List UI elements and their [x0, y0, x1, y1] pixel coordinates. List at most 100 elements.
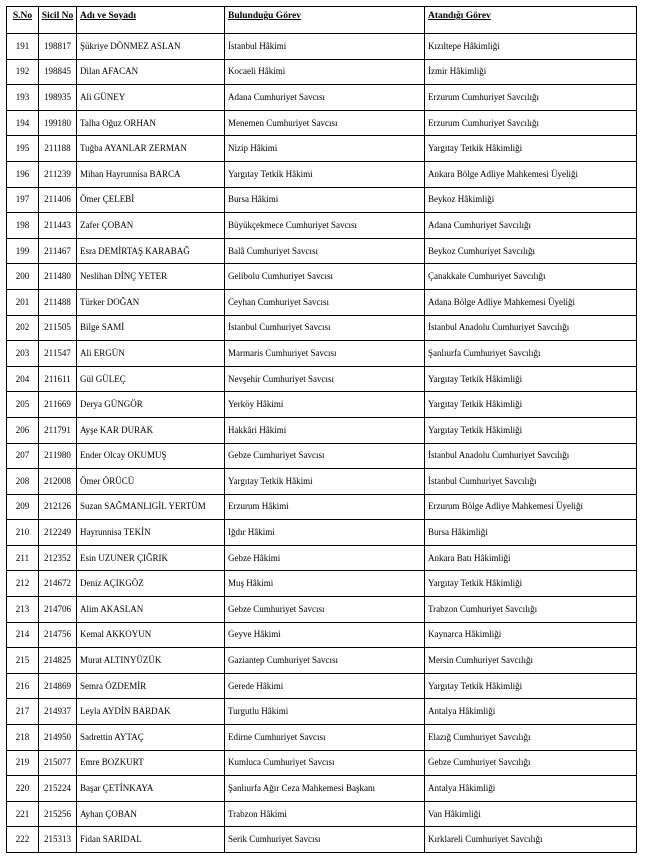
table-row: 192 198845 Dilan AFACAN Kocaeli Hâkimi İzmir… [6, 58, 637, 86]
header-row: S.No Sicil No Adı ve Soyadı Bulunduğu Görev… [6, 6, 637, 34]
current-post: Erzurum Hâkimi [224, 493, 425, 521]
table-row: 208 212008 Ömer ÖRÜCÜ Yargıtay Tetkik Hâkim… [6, 468, 637, 495]
current-post: İstanbul Hâkimi [224, 33, 425, 60]
full-name: Bilge SAMİ [76, 314, 225, 342]
serial-number: 222 [6, 826, 39, 853]
table-row: 202 211505 Bilge SAMİ İstanbul Cumhuriyet S… [6, 314, 637, 342]
full-name: Ömer ÖRÜCÜ [76, 468, 225, 495]
registry-number: 211980 [38, 442, 77, 470]
full-name: Suzan SAĞMANLIGİL YERTÜM [76, 493, 225, 521]
table-row: 216 214869 Semra ÖZDEMİR Gerede Hâkimi Yargı… [6, 672, 637, 700]
registry-number: 215313 [38, 826, 77, 853]
assigned-post: Ankara Bölge Adliye Mahkemesi Üyeliği [424, 160, 637, 188]
full-name: Ayşe KAR DURAK [76, 416, 225, 444]
header-cell: Sicil No [38, 6, 77, 34]
registry-number: 198817 [38, 33, 77, 60]
current-post: Kocaeli Hâkimi [224, 58, 425, 86]
table-row: 209 212126 Suzan SAĞMANLIGİL YERTÜM Erzurum… [6, 493, 637, 521]
current-post: Geyve Hâkimi [224, 621, 425, 649]
serial-number: 220 [6, 775, 39, 802]
table-row: 204 211611 Gül GÜLEÇ Nevşehir Cumhuriyet Sa… [6, 365, 637, 393]
registry-number: 214706 [38, 596, 77, 623]
registry-number: 211443 [38, 212, 77, 239]
header-cell: Bulunduğu Görev [224, 6, 425, 34]
assigned-post: Yargıtay Tetkik Hâkimliği [424, 570, 637, 598]
registry-number: 214950 [38, 724, 77, 751]
full-name: Alim AKASLAN [76, 596, 225, 623]
registry-number: 214672 [38, 570, 77, 598]
full-name: Ali ERGÜN [76, 340, 225, 367]
full-name: Deniz AÇIKGÖZ [76, 570, 225, 598]
registry-number: 211488 [38, 288, 77, 316]
serial-number: 211 [6, 544, 39, 572]
serial-number: 203 [6, 340, 39, 367]
registry-number: 214825 [38, 647, 77, 674]
header-cell: S.No [6, 6, 39, 34]
table-row: 193 198935 Ali GÜNEY Adana Cumhuriyet Savcı… [6, 84, 637, 111]
full-name: Derya GÜNGÖR [76, 391, 225, 418]
current-post: Yerköy Hâkimi [224, 391, 425, 418]
table-row: 217 214937 Leyla AYDİN BARDAK Turgutlu Hâki… [6, 698, 637, 726]
current-post: Gerede Hâkimi [224, 672, 425, 700]
current-post: Gaziantep Cumhuriyet Savcısı [224, 647, 425, 674]
registry-number: 211406 [38, 186, 77, 214]
assigned-post: Antalya Hâkimliği [424, 698, 637, 726]
assigned-post: Mersin Cumhuriyet Savcılığı [424, 647, 637, 674]
full-name: Fidan SARIDAL [76, 826, 225, 853]
table-row: 201 211488 Türker DOĞAN Ceyhan Cumhuriyet S… [6, 288, 637, 316]
current-post: Gebze Cumhuriyet Savcısı [224, 442, 425, 470]
assigned-post: Beykoz Cumhuriyet Savcılığı [424, 237, 637, 265]
registry-number: 212249 [38, 519, 77, 546]
full-name: Ali GÜNEY [76, 84, 225, 111]
registry-number: 211669 [38, 391, 77, 418]
current-post: Gebze Cumhuriyet Savcısı [224, 596, 425, 623]
full-name: Neslihan DİNÇ YETER [76, 263, 225, 290]
table-row: 191 198817 Şükriye DÖNMEZ ASLAN İstanbul Hâ… [6, 33, 637, 60]
table-row: 206 211791 Ayşe KAR DURAK Hakkâri Hâkimi Yar… [6, 416, 637, 444]
serial-number: 197 [6, 186, 39, 214]
serial-number: 219 [6, 749, 39, 777]
serial-number: 195 [6, 135, 39, 162]
current-post: Kumluca Cumhuriyet Savcısı [224, 749, 425, 777]
serial-number: 206 [6, 416, 39, 444]
serial-number: 215 [6, 647, 39, 674]
table-row: 210 212249 Hayrunnisa TEKİN Iğdır Hâkimi Bur… [6, 519, 637, 546]
assigned-post: İstanbul Cumhuriyet Savcılığı [424, 468, 637, 495]
full-name: Leyla AYDİN BARDAK [76, 698, 225, 726]
current-post: Hakkâri Hâkimi [224, 416, 425, 444]
table: S.No Sicil No Adı ve Soyadı Bulunduğu Görev… [6, 6, 637, 853]
assigned-post: Ankara Batı Hâkimliği [424, 544, 637, 572]
serial-number: 191 [6, 33, 39, 60]
current-post: Trabzon Hâkimi [224, 800, 425, 828]
serial-number: 204 [6, 365, 39, 393]
header-cell: Adı ve Soyadı [76, 6, 225, 34]
current-post: Marmaris Cumhuriyet Savcısı [224, 340, 425, 367]
registry-number: 198845 [38, 58, 77, 86]
serial-number: 214 [6, 621, 39, 649]
current-post: Nizip Hâkimi [224, 135, 425, 162]
table-row: 215 214825 Murat ALTINYÜZÜK Gaziantep Cumhu… [6, 647, 637, 674]
table-row: 207 211980 Ender Olcay OKUMUŞ Gebze Cumhuri… [6, 442, 637, 470]
full-name: Esin UZUNER ÇIĞRIK [76, 544, 225, 572]
assigned-post: Adana Cumhuriyet Savcılığı [424, 212, 637, 239]
full-name: Dilan AFACAN [76, 58, 225, 86]
table-row: 218 214950 Sadrettin AYTAÇ Edirne Cumhuriye… [6, 724, 637, 751]
table-row: 219 215077 Emre BOZKURT Kumluca Cumhuriyet … [6, 749, 637, 777]
current-post: Yargıtay Tetkik Hâkimi [224, 468, 425, 495]
table-row: 203 211547 Ali ERGÜN Marmaris Cumhuriyet Sa… [6, 340, 637, 367]
current-post: Ceyhan Cumhuriyet Savcısı [224, 288, 425, 316]
current-post: Şanlıurfa Ağır Ceza Mahkemesi Başkanı [224, 775, 425, 802]
table-row: 197 211406 Ömer ÇELEBİ Bursa Hâkimi Beykoz H… [6, 186, 637, 214]
table-row: 198 211443 Zafer ÇOBAN Büyükçekmece Cumhuri… [6, 212, 637, 239]
registry-number: 212008 [38, 468, 77, 495]
full-name: Kemal AKKOYUN [76, 621, 225, 649]
table-row: 212 214672 Deniz AÇIKGÖZ Muş Hâkimi Yargıtay… [6, 570, 637, 598]
full-name: Mihan Hayrunnisa BARCA [76, 160, 225, 188]
current-post: Adana Cumhuriyet Savcısı [224, 84, 425, 111]
registry-number: 211611 [38, 365, 77, 393]
full-name: Ender Olcay OKUMUŞ [76, 442, 225, 470]
registry-number: 198935 [38, 84, 77, 111]
assigned-post: Antalya Hâkimliği [424, 775, 637, 802]
assigned-post: İstanbul Anadolu Cumhuriyet Savcılığı [424, 442, 637, 470]
